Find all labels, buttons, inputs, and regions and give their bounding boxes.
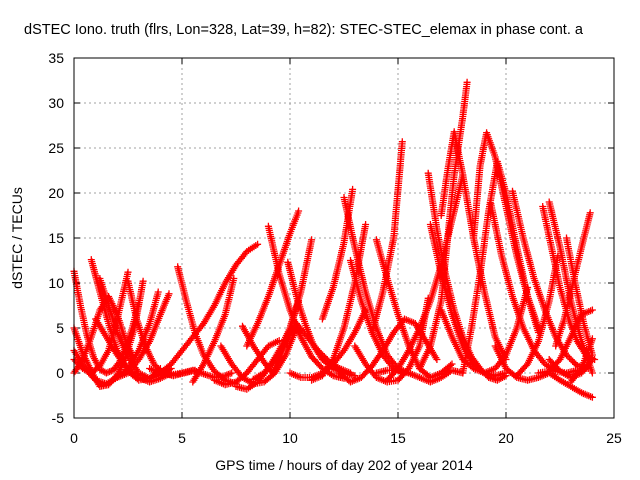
chart-title: dSTEC Iono. truth (flrs, Lon=328, Lat=39…: [24, 22, 584, 38]
data-point: [308, 236, 316, 244]
x-tick-label: 5: [178, 430, 186, 446]
data-points: [70, 78, 599, 401]
data-point: [154, 288, 162, 296]
data-point: [569, 357, 577, 365]
data-point: [102, 369, 110, 377]
plot-frame: [73, 57, 615, 419]
data-point: [349, 185, 357, 193]
data-point: [588, 335, 596, 343]
data-point: [588, 356, 596, 363]
data-point: [502, 372, 510, 380]
x-tick-label: 15: [390, 430, 406, 446]
y-tick-label: 20: [48, 185, 64, 201]
y-tick-label: 35: [48, 50, 64, 66]
x-tick-label: 20: [498, 430, 514, 446]
tick-labels: 0 5 10 15 20 25 -5 0 5 10 15 20 25 30 35: [48, 50, 622, 446]
data-point: [295, 207, 303, 215]
data-point: [588, 306, 596, 314]
x-axis-label: GPS time / hours of day 202 of year 2014: [215, 457, 473, 473]
data-point: [224, 370, 232, 378]
data-point: [362, 221, 370, 228]
data-point: [567, 356, 575, 364]
data-point: [228, 369, 236, 377]
data-point: [586, 209, 594, 217]
data-point: [254, 240, 262, 248]
data-point: [588, 369, 596, 377]
data-point: [139, 277, 147, 285]
x-tick-label: 0: [70, 430, 78, 446]
data-point: [447, 361, 454, 369]
data-point: [398, 138, 406, 146]
data-point: [226, 370, 234, 378]
data-point: [124, 268, 132, 276]
x-tick-label: 10: [282, 430, 298, 446]
data-point: [104, 368, 112, 376]
y-tick-label: 30: [48, 95, 64, 111]
data-point: [230, 275, 238, 282]
data-point: [433, 356, 441, 363]
y-tick-label: 0: [56, 365, 64, 381]
y-axis-label: dSTEC / TECUs: [9, 187, 25, 289]
data-point: [165, 290, 173, 298]
data-point: [588, 393, 596, 401]
y-tick-label: 5: [56, 320, 64, 336]
y-tick-label: 25: [48, 140, 64, 156]
data-point: [566, 354, 574, 362]
y-tick-label: 10: [48, 275, 64, 291]
data-point: [463, 78, 471, 86]
y-tick-label: 15: [48, 230, 64, 246]
data-point: [564, 353, 572, 360]
x-tick-label: 25: [606, 430, 622, 446]
data-point: [448, 360, 456, 368]
y-tick-label: -5: [52, 410, 65, 426]
data-point: [570, 359, 578, 367]
